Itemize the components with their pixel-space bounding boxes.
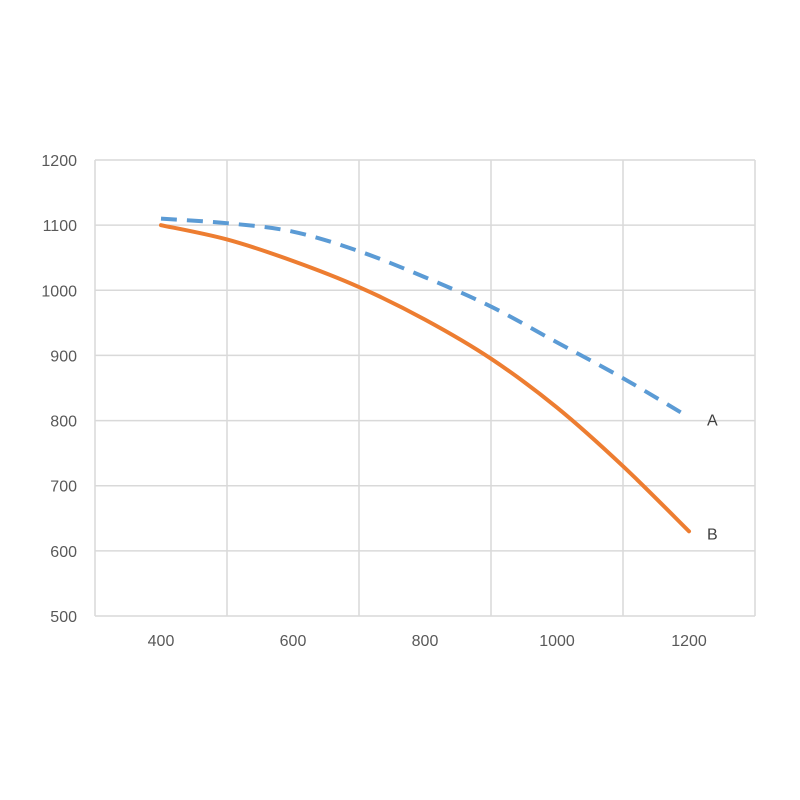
y-tick-label: 1000 (41, 283, 77, 300)
y-tick-label: 800 (50, 414, 77, 431)
series-lines (159, 216, 691, 534)
y-tick-label: 1100 (43, 218, 78, 235)
grid (94, 159, 756, 617)
y-tick-label: 500 (50, 609, 77, 626)
y-tick-label: 700 (50, 479, 77, 496)
axis-tick-labels: 500 600 700 800 900 1000 1100 1200 400 600 800 1000… (41, 153, 706, 650)
x-tick-label: 600 (280, 633, 307, 650)
series-labels: AB (707, 412, 718, 543)
series-label-a: A (707, 412, 718, 429)
series-line-a (160, 216, 691, 420)
x-tick-label: 800 (412, 633, 439, 650)
series-line-b (159, 223, 691, 534)
series-label-b: B (707, 526, 718, 543)
y-tick-label: 1200 (41, 153, 77, 170)
x-tick-label: 1000 (539, 633, 575, 650)
y-tick-label: 900 (50, 348, 77, 365)
x-tick-label: 1200 (671, 633, 707, 650)
y-tick-label: 600 (50, 544, 77, 561)
x-tick-label: 400 (148, 633, 175, 650)
